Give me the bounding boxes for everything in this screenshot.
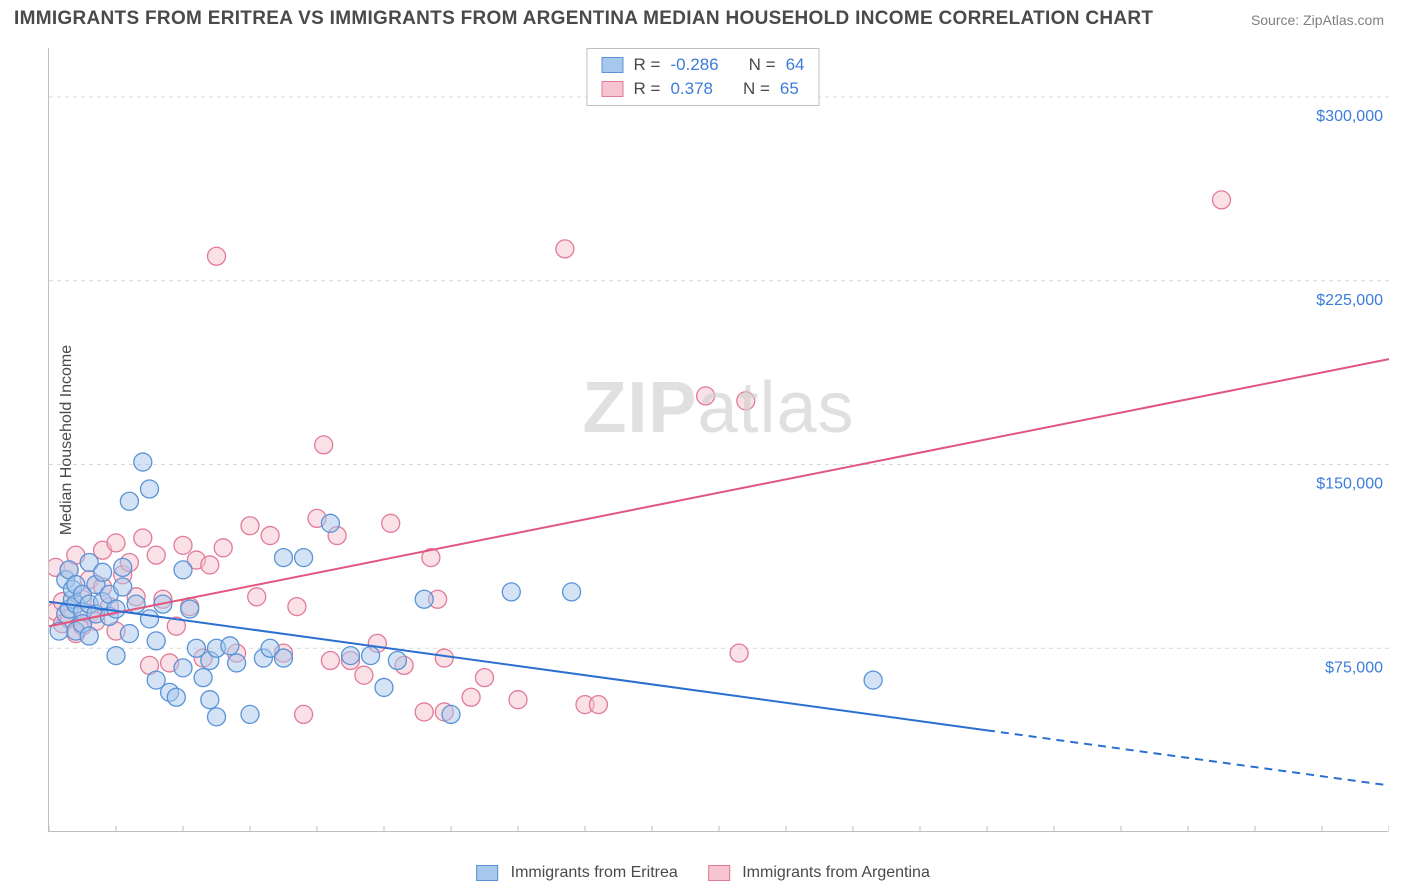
stats-r-value-b: 0.378 xyxy=(670,79,713,99)
svg-text:$225,000: $225,000 xyxy=(1316,292,1383,309)
legend-label-b: Immigrants from Argentina xyxy=(742,864,930,881)
svg-text:$150,000: $150,000 xyxy=(1316,476,1383,493)
y-axis-label: Median Household Income xyxy=(58,344,76,534)
chart-svg: $75,000 $150,000 $225,000 $300,000 xyxy=(49,48,1389,832)
stats-row-a: R = -0.286 N = 64 xyxy=(602,53,805,77)
bottom-legend: Immigrants from Eritrea Immigrants from … xyxy=(476,864,930,882)
stats-n-value-b: 65 xyxy=(780,79,799,99)
source-attribution: Source: ZipAtlas.com xyxy=(1251,12,1384,28)
stats-r-value-a: -0.286 xyxy=(670,55,718,75)
svg-text:$300,000: $300,000 xyxy=(1316,108,1383,125)
legend-swatch-b xyxy=(708,865,730,881)
legend-item-a: Immigrants from Eritrea xyxy=(476,864,678,882)
stats-n-label: N = xyxy=(743,79,770,99)
legend-swatch-a xyxy=(476,865,498,881)
stats-r-label: R = xyxy=(634,79,661,99)
svg-text:$75,000: $75,000 xyxy=(1325,659,1383,676)
stats-n-value-a: 64 xyxy=(786,55,805,75)
stats-row-b: R = 0.378 N = 65 xyxy=(602,77,805,101)
legend-item-b: Immigrants from Argentina xyxy=(708,864,930,882)
stats-box: R = -0.286 N = 64 R = 0.378 N = 65 xyxy=(587,48,820,106)
stats-n-label: N = xyxy=(749,55,776,75)
legend-label-a: Immigrants from Eritrea xyxy=(511,864,678,881)
stats-swatch-b xyxy=(602,81,624,97)
stats-r-label: R = xyxy=(634,55,661,75)
stats-swatch-a xyxy=(602,57,624,73)
plot-area: $75,000 $150,000 $225,000 $300,000 Median H… xyxy=(48,48,1388,832)
chart-title: IMMIGRANTS FROM ERITREA VS IMMIGRANTS FR… xyxy=(14,8,1153,30)
